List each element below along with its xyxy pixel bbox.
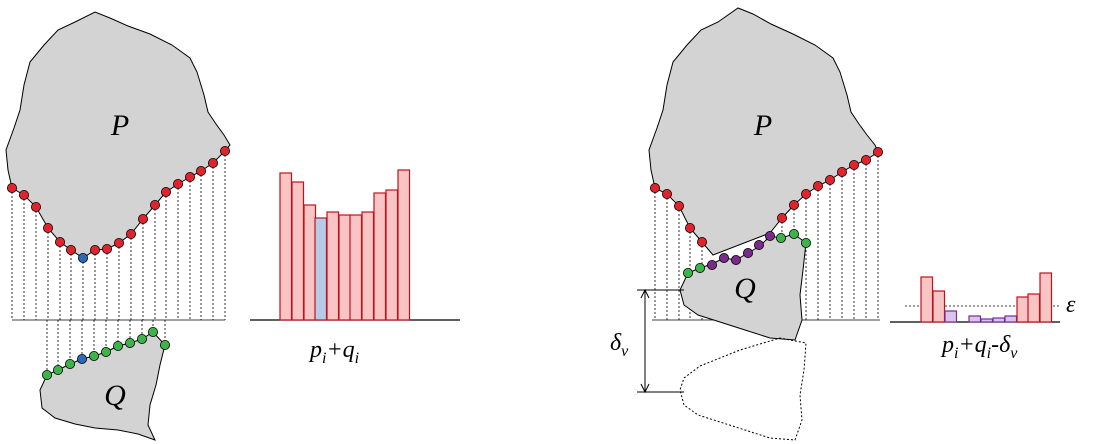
- point: [160, 340, 169, 349]
- point: [125, 338, 134, 347]
- point: [31, 202, 40, 211]
- point: [7, 183, 16, 192]
- point: [101, 347, 110, 356]
- bar: [993, 318, 1005, 322]
- label-part: q: [975, 332, 987, 358]
- point: [873, 147, 882, 156]
- point: [196, 166, 205, 175]
- epsilon-label: ε: [1066, 292, 1076, 318]
- point: [695, 263, 704, 272]
- label-p: P: [753, 109, 772, 142]
- bar: [1040, 273, 1052, 322]
- point: [77, 354, 86, 363]
- point: [813, 181, 822, 190]
- point: [65, 359, 74, 368]
- point: [697, 237, 706, 246]
- point: [837, 167, 846, 176]
- label-q: Q: [104, 379, 126, 412]
- point: [126, 229, 135, 238]
- point: [789, 229, 798, 238]
- bar: [327, 212, 339, 320]
- bar: [350, 215, 362, 320]
- point: [825, 175, 834, 184]
- bar: [921, 277, 933, 322]
- point: [173, 179, 182, 188]
- point: [743, 248, 752, 257]
- point: [208, 158, 217, 167]
- point: [731, 255, 740, 264]
- bar: [398, 170, 410, 320]
- point: [674, 201, 683, 210]
- bar: [969, 316, 981, 322]
- point: [765, 231, 774, 240]
- point: [89, 351, 98, 360]
- point: [19, 190, 28, 199]
- point: [685, 223, 694, 232]
- point: [161, 187, 170, 196]
- figure: P Q pi+qi P Q δv pi+qi-δv ε: [0, 0, 1107, 444]
- bar-label: pi+qi-δv: [940, 332, 1018, 362]
- bar: [933, 291, 945, 322]
- shape-q-left: [40, 332, 165, 440]
- point: [777, 213, 786, 222]
- point: [53, 365, 62, 374]
- point: [90, 245, 99, 254]
- point: [849, 160, 858, 169]
- bar: [386, 190, 398, 320]
- label-part: +: [958, 332, 974, 358]
- bar: [374, 193, 386, 320]
- bar: [304, 205, 316, 320]
- point: [102, 244, 111, 253]
- point: [66, 245, 75, 254]
- point: [719, 253, 728, 262]
- bar: [292, 182, 304, 320]
- label-part: q: [343, 337, 355, 363]
- bar: [315, 218, 327, 320]
- bar: [339, 215, 351, 320]
- point: [185, 172, 194, 181]
- point: [861, 155, 870, 164]
- point: [801, 238, 810, 247]
- point: [220, 146, 229, 155]
- point: [801, 189, 810, 198]
- point: [683, 268, 692, 277]
- point: [78, 253, 87, 262]
- point: [42, 370, 51, 379]
- label-part: -δ: [991, 332, 1011, 358]
- point: [148, 327, 157, 336]
- point: [776, 233, 785, 242]
- point: [662, 189, 671, 198]
- label-sub: i: [355, 350, 359, 367]
- point: [707, 260, 716, 269]
- bar: [362, 212, 374, 320]
- label-part: +: [326, 337, 342, 363]
- bar: [1028, 294, 1040, 322]
- bar: [1005, 316, 1017, 322]
- point: [113, 341, 122, 350]
- point: [650, 183, 659, 192]
- point: [55, 237, 64, 246]
- point: [138, 214, 147, 223]
- bar: [1017, 297, 1029, 322]
- point: [754, 240, 763, 249]
- point: [150, 200, 159, 209]
- point: [137, 334, 146, 343]
- label-part: p: [940, 332, 954, 358]
- label-part: p: [308, 337, 322, 363]
- label-sub: v: [1010, 345, 1018, 362]
- point: [789, 200, 798, 209]
- bar-label: pi+qi: [308, 337, 359, 367]
- delta-label: δv: [610, 330, 629, 360]
- label-q: Q: [734, 272, 756, 305]
- label-sub: v: [621, 343, 629, 360]
- point: [114, 238, 123, 247]
- bar: [280, 173, 292, 320]
- bar: [945, 311, 957, 322]
- shape-q-ghost: [680, 338, 806, 440]
- point: [43, 223, 52, 232]
- label-p: P: [110, 109, 129, 142]
- bar: [981, 319, 993, 322]
